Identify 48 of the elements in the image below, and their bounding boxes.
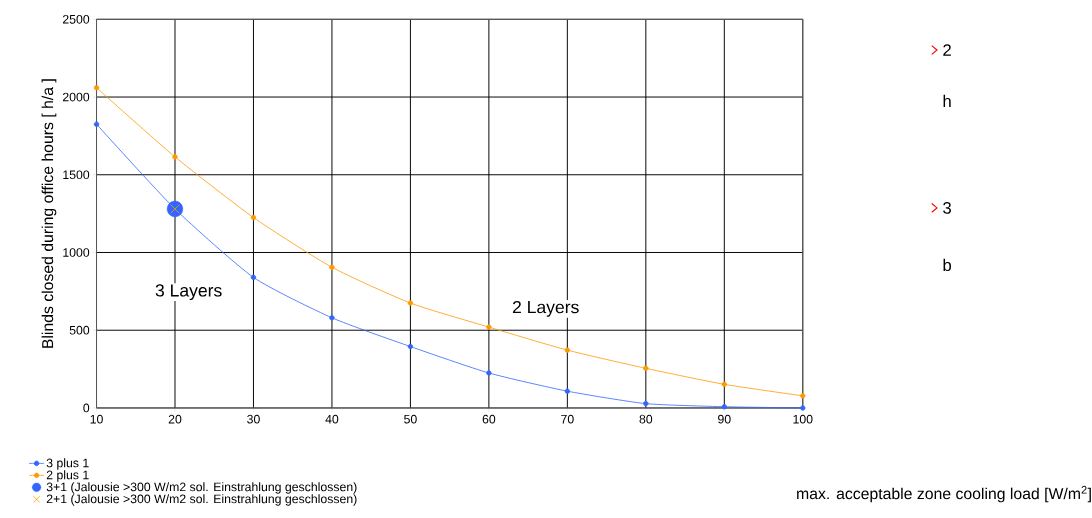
annotation: 2 Layers [512, 301, 579, 317]
legend-label: 3+1 (Jalousie >300 W/m2 sol. Einstrahlung geschlossen) [46, 482, 357, 494]
y-tick-label: 1000 [63, 248, 90, 258]
point [93, 85, 100, 91]
point [93, 121, 100, 128]
point [486, 324, 492, 330]
x-tick-label: 70 [561, 414, 574, 424]
x-axis-title: max. acceptable zone cooling load [W/m$^{2}$] [797, 486, 1091, 503]
legend-label: 2+1 (Jalousie >300 W/m2 sol. Einstrahlung geschlossen) [46, 494, 357, 506]
y-tick-label: 500 [69, 326, 90, 335]
x-tick-label: 50 [404, 414, 417, 424]
text: 3 [943, 202, 951, 215]
point [564, 347, 571, 353]
point [800, 405, 806, 411]
point [250, 215, 257, 221]
x-tick-label: 20 [168, 414, 182, 424]
text: h [943, 95, 951, 108]
point [329, 264, 335, 271]
x-tick-label: 90 [718, 414, 731, 424]
x-tick-label: 10 [90, 414, 103, 424]
point [564, 388, 571, 395]
point [407, 300, 414, 306]
legend-label: 2 plus 1 [46, 470, 89, 482]
point [721, 381, 727, 388]
point [329, 315, 335, 321]
point [407, 344, 414, 350]
y-tick-label: 1500 [63, 170, 90, 180]
y-tick-label: 2500 [62, 15, 90, 24]
point [172, 154, 178, 160]
x-tick-label: 40 [325, 414, 339, 424]
legend-label: 3 plus 1 [46, 458, 89, 470]
x-tick-label: 60 [482, 414, 496, 424]
x-tick-label: 80 [639, 414, 653, 424]
point [800, 393, 806, 399]
point [643, 401, 649, 407]
y-tick-label: 2000 [62, 92, 90, 102]
point [721, 404, 727, 410]
x-tick-label: 100 [793, 414, 813, 424]
text: 2 [943, 44, 951, 57]
y-axis-title: Blinds closed during office hours [ h/a ] [41, 79, 57, 349]
point [486, 370, 492, 376]
point [166, 201, 184, 218]
point [250, 274, 257, 281]
text: b [943, 259, 952, 272]
annotation: 3 Layers [155, 284, 222, 301]
y-tick-label: 0 [83, 403, 90, 413]
point [643, 365, 649, 372]
x-tick-label: 30 [247, 414, 260, 424]
